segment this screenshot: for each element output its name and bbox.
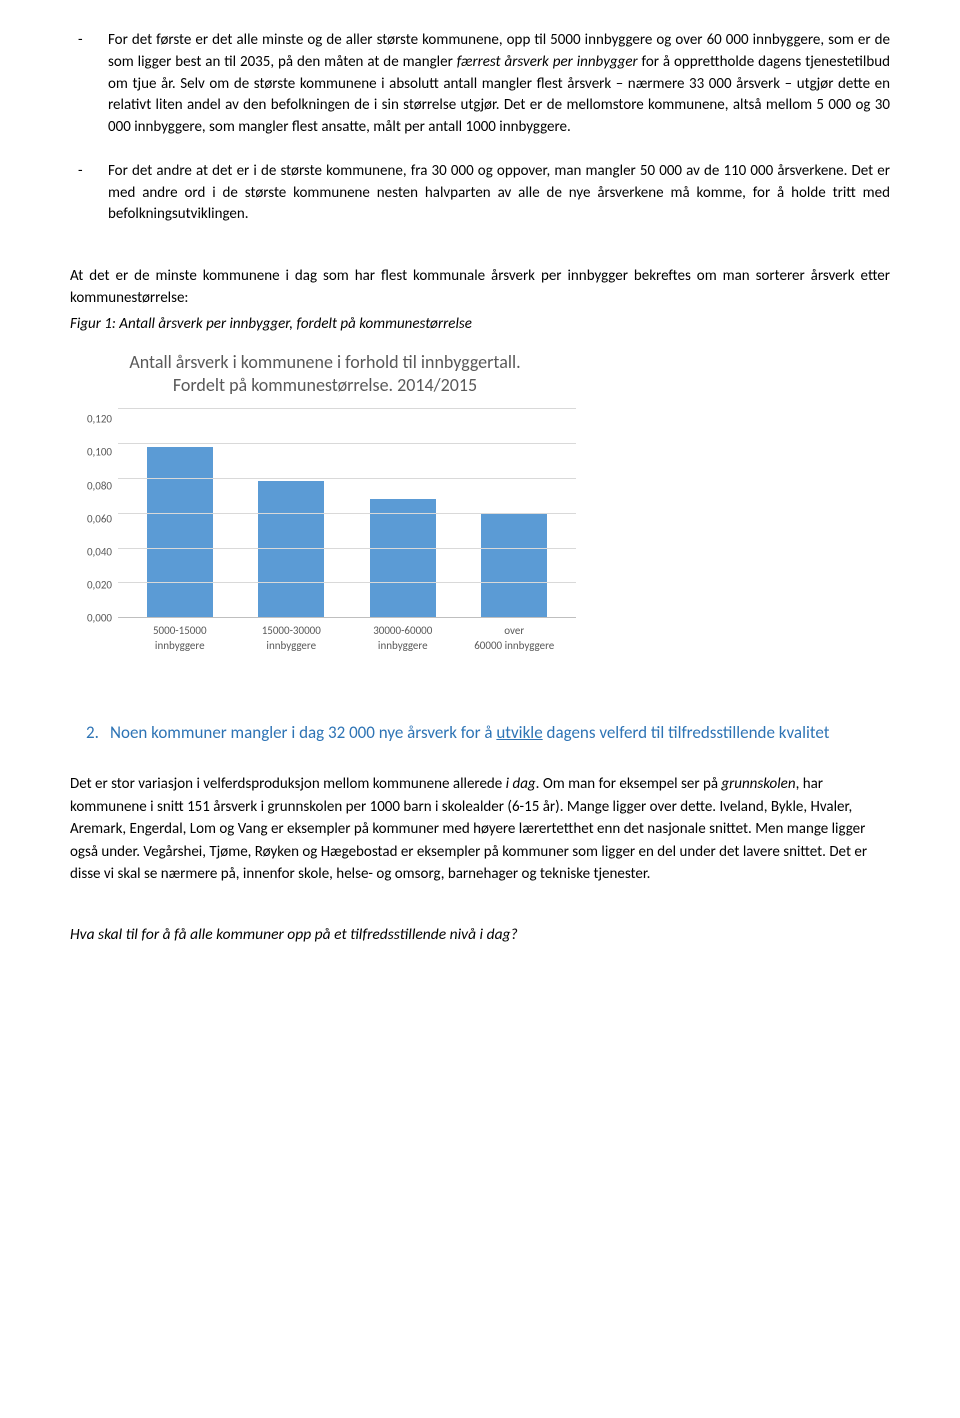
body-paragraph: Det er stor variasjon i velferdsproduksj…: [70, 773, 890, 886]
chart-body: 0,1200,1000,0800,0600,0400,0200,000: [74, 408, 576, 618]
y-tick-label: 0,120: [87, 414, 112, 425]
x-axis: 5000-15000innbyggere 15000-30000innbygger…: [118, 618, 576, 653]
x-tick-label: 5000-15000innbyggere: [135, 624, 225, 653]
y-tick-label: 0,100: [87, 447, 112, 458]
section-title-underline: utvikle: [496, 722, 542, 743]
grid-line: [118, 582, 576, 583]
bullet-marker: -: [70, 30, 108, 139]
y-tick-label: 0,000: [87, 613, 112, 624]
y-axis: 0,1200,1000,0800,0600,0400,0200,000: [74, 408, 118, 618]
bar-chart: Antall årsverk i kommunene i forhold til…: [70, 343, 580, 661]
body-i2: grunnskolen: [721, 775, 795, 793]
y-tick-label: 0,060: [87, 513, 112, 524]
section-heading-2: 2. Noen kommuner mangler i dag 32 000 ny…: [70, 721, 890, 746]
closing-question: Hva skal til for å få alle kommuner opp …: [70, 924, 890, 946]
chart-title: Antall årsverk i kommunene i forhold til…: [74, 351, 576, 396]
bullet-marker: -: [70, 161, 108, 226]
bullet-item-1: - For det første er det alle minste og d…: [70, 30, 890, 139]
grid-line: [118, 443, 576, 444]
intro-paragraph: At det er de minste kommunene i dag som …: [70, 266, 890, 310]
body-b: . Om man for eksempel ser på: [536, 775, 722, 793]
bar: [370, 499, 436, 617]
section-title-b: dagens velferd til tilfredsstillende kva…: [543, 722, 830, 743]
bar: [258, 481, 324, 617]
x-tick-label: 30000-60000innbyggere: [358, 624, 448, 653]
bullet-text-1: For det første er det alle minste og de …: [108, 30, 890, 139]
section-title-a: Noen kommuner mangler i dag 32 000 nye å…: [110, 722, 496, 743]
grid-line: [118, 478, 576, 479]
grid-line: [118, 408, 576, 409]
body-a: Det er stor variasjon i velferdsproduksj…: [70, 775, 506, 793]
section-title: Noen kommuner mangler i dag 32 000 nye å…: [110, 721, 890, 746]
grid-line: [118, 548, 576, 549]
body-i1: i dag: [506, 775, 536, 793]
x-tick-label: over60000 innbyggere: [469, 624, 559, 653]
bar: [481, 513, 547, 618]
y-tick-label: 0,040: [87, 546, 112, 557]
plot-area: [118, 408, 576, 618]
y-tick-label: 0,020: [87, 580, 112, 591]
bar: [147, 447, 213, 618]
section-number: 2.: [70, 721, 110, 746]
bullet-item-2: - For det andre at det er i de største k…: [70, 161, 890, 226]
bullet1-italic: færrest årsverk per innbygger: [457, 53, 638, 71]
figure-caption: Figur 1: Antall årsverk per innbygger, f…: [70, 314, 890, 336]
y-tick-label: 0,080: [87, 480, 112, 491]
x-tick-label: 15000-30000innbyggere: [246, 624, 336, 653]
bullet-text-2: For det andre at det er i de største kom…: [108, 161, 890, 226]
grid-line: [118, 513, 576, 514]
